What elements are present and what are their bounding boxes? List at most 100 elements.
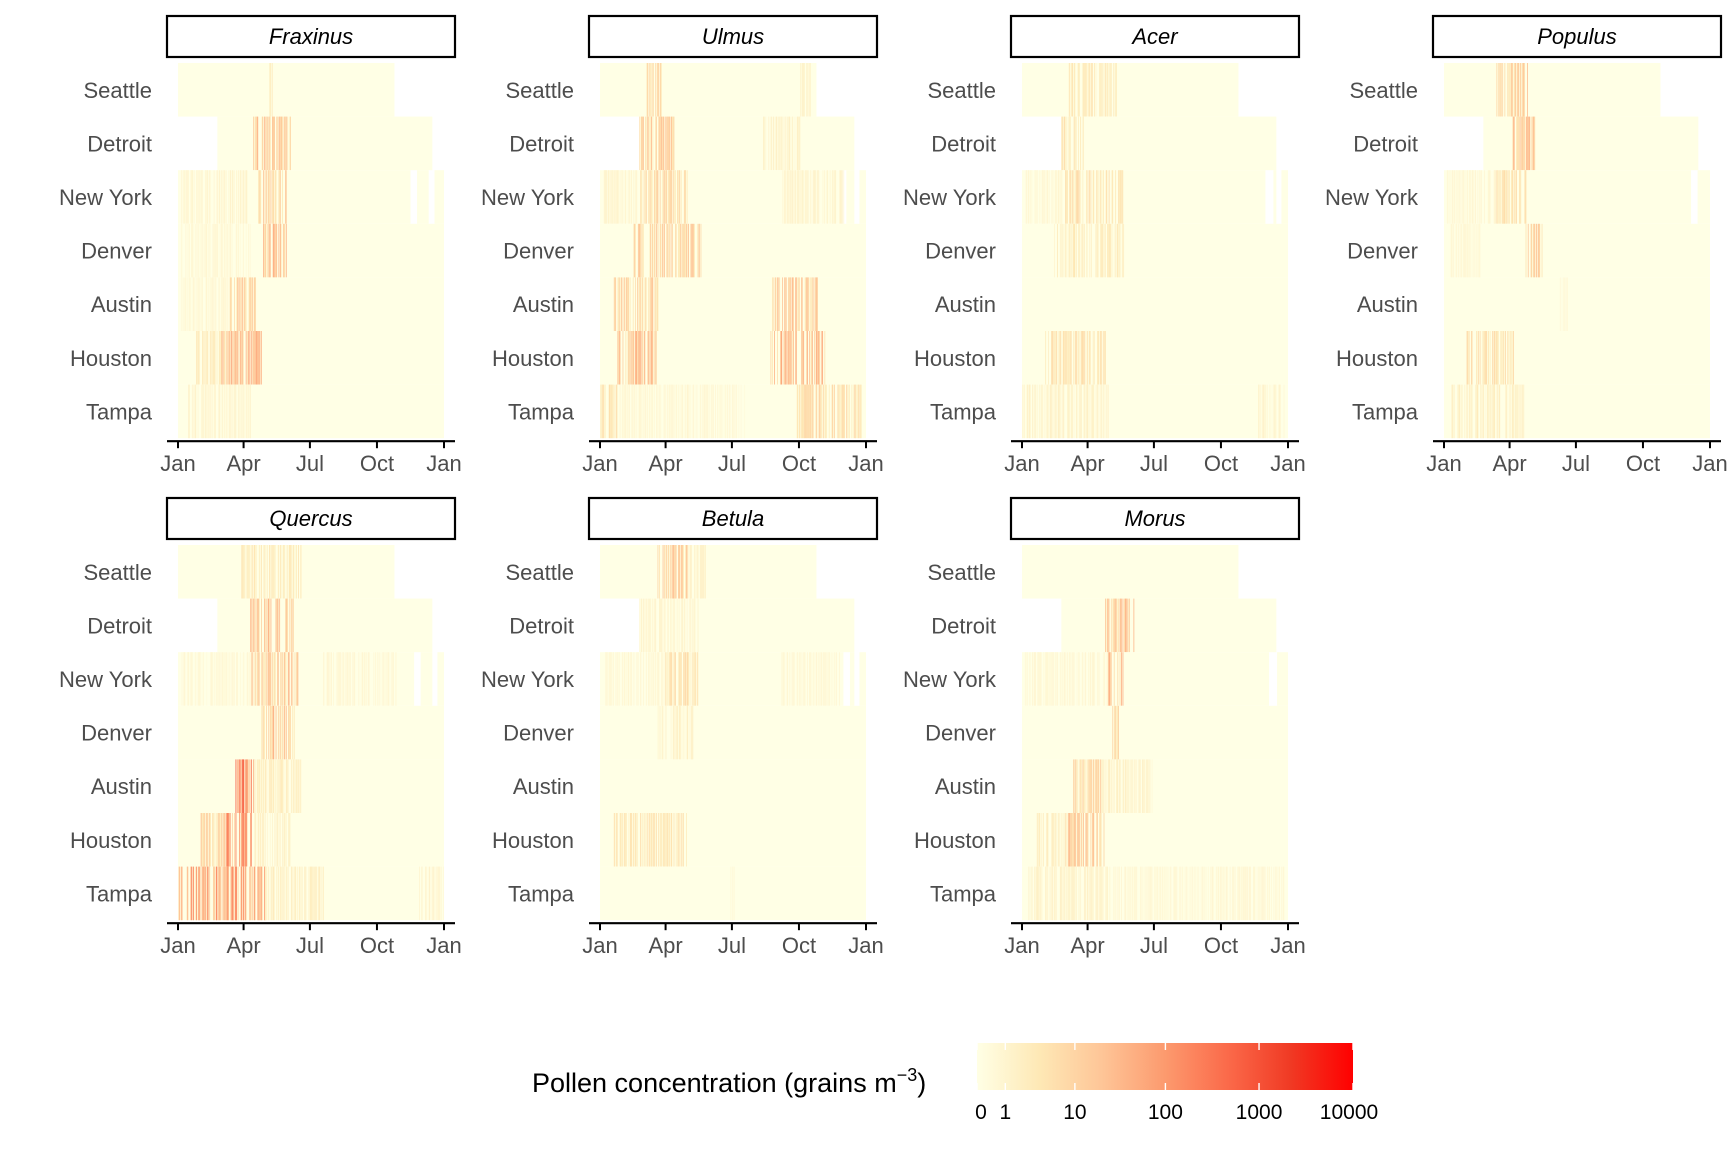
heat-cell xyxy=(821,384,823,439)
heat-cell xyxy=(627,277,629,331)
heat-cell xyxy=(1477,384,1479,439)
heat-cell xyxy=(235,813,237,867)
heat-cell xyxy=(653,63,654,117)
heat-cell xyxy=(675,705,677,760)
heat-cell xyxy=(296,652,297,706)
heat-cell xyxy=(619,384,621,439)
heat-cell xyxy=(664,813,666,867)
heat-cell xyxy=(652,331,654,385)
heat-cell xyxy=(220,170,222,224)
heat-cell xyxy=(793,652,794,706)
heat-cell xyxy=(270,545,272,599)
heat-cell xyxy=(672,384,674,439)
heat-cell xyxy=(239,759,241,813)
heat-row-bg xyxy=(600,759,866,813)
heat-cell xyxy=(284,866,286,921)
heat-cell xyxy=(779,277,781,331)
heat-cell xyxy=(688,598,690,653)
heat-cell xyxy=(223,813,224,867)
heat-cell xyxy=(289,116,291,171)
heat-cell xyxy=(1110,759,1112,813)
heat-cell xyxy=(1062,331,1064,385)
heat-cell xyxy=(287,759,289,813)
city-label: Houston xyxy=(70,346,152,371)
heat-cell xyxy=(1059,331,1060,385)
x-tick-label: Jul xyxy=(1140,933,1168,958)
heat-cell xyxy=(789,116,791,171)
heat-cell xyxy=(1083,866,1085,921)
heat-cell xyxy=(271,545,273,599)
city-label: Austin xyxy=(513,292,574,317)
heat-cell xyxy=(687,545,689,599)
heat-cell xyxy=(1059,223,1061,278)
heat-cell xyxy=(655,277,657,331)
heat-cell xyxy=(1510,63,1512,117)
heat-cell xyxy=(1078,813,1079,867)
heat-cell xyxy=(1114,223,1116,278)
heat-cell xyxy=(1081,331,1082,385)
heat-cell xyxy=(839,652,840,706)
heat-cell xyxy=(270,866,272,921)
heat-cell xyxy=(223,813,225,867)
heat-cell xyxy=(648,331,649,385)
heat-cell xyxy=(679,545,681,599)
heat-cell xyxy=(264,170,266,224)
heat-cell xyxy=(1135,759,1137,813)
facet-strip xyxy=(1431,14,1723,59)
heat-cell xyxy=(1492,331,1493,385)
heat-cell xyxy=(246,384,248,439)
heat-cell xyxy=(1281,866,1283,921)
heat-cell xyxy=(643,598,645,653)
heat-cell xyxy=(1081,813,1083,867)
heat-cell xyxy=(1496,384,1498,439)
heat-cell xyxy=(1102,384,1104,439)
heat-cell xyxy=(1497,384,1498,439)
heat-cell xyxy=(1511,170,1512,224)
heat-cell xyxy=(277,116,278,171)
heat-cell xyxy=(1036,813,1038,867)
heat-cell xyxy=(250,277,251,331)
heat-cell xyxy=(648,652,649,706)
heat-cell xyxy=(1059,170,1061,224)
heat-cell xyxy=(677,545,679,599)
heat-cell xyxy=(204,813,206,867)
heat-cell xyxy=(691,545,692,599)
heat-cell xyxy=(1035,170,1037,224)
heat-cell xyxy=(1103,63,1105,117)
heat-cell xyxy=(642,652,644,706)
heat-cell xyxy=(294,652,296,706)
heat-cell xyxy=(1277,866,1278,921)
heat-cell xyxy=(1035,866,1037,921)
heat-cell xyxy=(285,759,287,813)
heat-cell xyxy=(1038,652,1039,706)
heat-cell xyxy=(1082,116,1084,171)
heat-cell xyxy=(1116,705,1117,760)
heat-cell xyxy=(206,277,208,331)
heat-cell xyxy=(674,705,676,760)
heat-cell xyxy=(241,866,243,921)
heat-cell xyxy=(812,384,813,439)
heat-cell xyxy=(684,598,686,653)
heat-cell xyxy=(656,277,657,331)
heat-cell xyxy=(1506,170,1508,224)
heat-cell xyxy=(782,116,783,171)
heat-cell xyxy=(645,170,646,224)
heat-cell xyxy=(695,545,697,599)
heat-cell xyxy=(610,170,611,224)
heat-cell xyxy=(1078,223,1079,278)
heat-cell xyxy=(653,331,655,385)
heat-cell xyxy=(1120,598,1122,653)
heat-cell xyxy=(1047,813,1049,867)
heat-cell xyxy=(697,598,699,653)
heat-cell xyxy=(261,866,262,921)
heat-cell xyxy=(1267,866,1269,921)
heat-cell xyxy=(826,170,828,224)
heat-cell xyxy=(1520,170,1522,224)
heat-cell xyxy=(1039,170,1041,224)
heat-cell xyxy=(215,277,217,331)
heat-cell xyxy=(693,384,695,439)
heat-cell xyxy=(1098,759,1100,813)
heat-cell xyxy=(1154,866,1156,921)
heat-cell xyxy=(1107,598,1109,653)
heat-cell xyxy=(791,652,793,706)
